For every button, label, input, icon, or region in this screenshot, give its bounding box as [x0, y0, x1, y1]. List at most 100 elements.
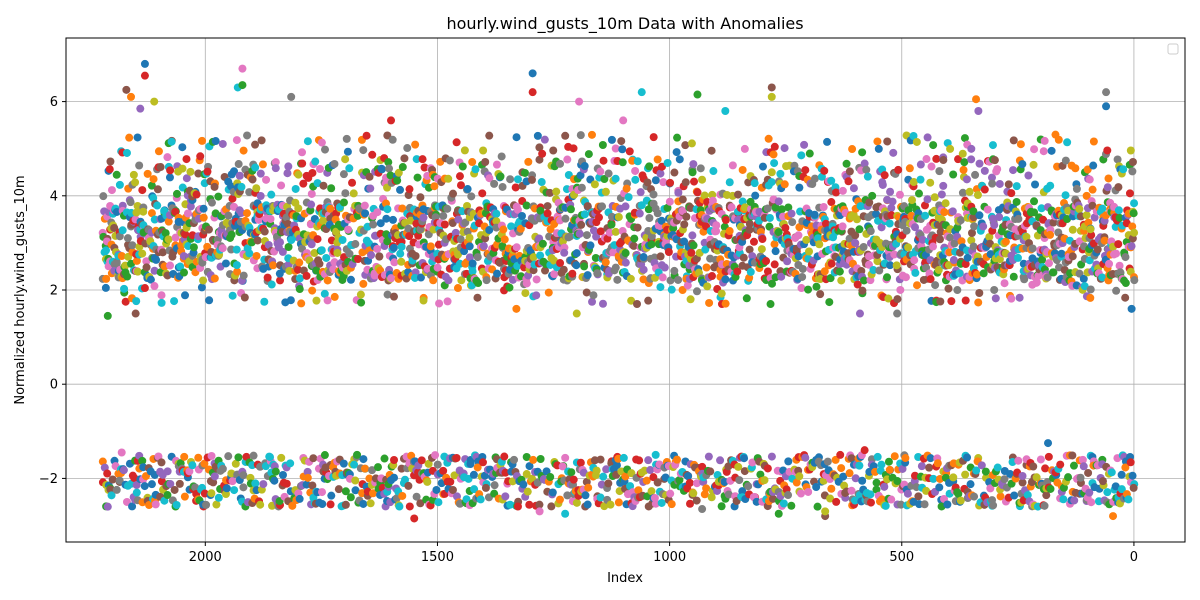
data-point	[357, 298, 366, 307]
data-point	[397, 242, 406, 251]
data-point	[512, 133, 521, 142]
y-tick-label: 6	[50, 95, 58, 110]
outlier-point	[238, 81, 247, 90]
data-point	[365, 172, 374, 181]
data-point	[186, 167, 195, 176]
data-point	[678, 195, 687, 204]
data-point	[740, 144, 749, 153]
data-point	[973, 190, 982, 199]
data-point	[1130, 276, 1139, 285]
data-point	[645, 213, 654, 222]
data-point	[813, 502, 822, 511]
data-point	[443, 204, 452, 213]
data-point	[927, 162, 936, 171]
data-point	[351, 476, 360, 485]
data-point	[653, 155, 662, 164]
data-point	[228, 477, 237, 486]
data-point	[262, 175, 271, 184]
data-point	[525, 221, 534, 230]
data-point	[607, 135, 616, 144]
data-point	[1086, 285, 1095, 294]
data-point	[580, 162, 589, 171]
data-point	[721, 216, 730, 225]
data-point	[835, 267, 844, 276]
data-point	[430, 182, 439, 191]
data-point	[656, 283, 665, 292]
data-point	[397, 257, 406, 266]
data-point	[284, 219, 293, 228]
data-point	[138, 249, 147, 258]
data-point	[987, 173, 996, 182]
data-point	[760, 476, 769, 485]
data-point	[154, 147, 163, 156]
data-point	[1064, 473, 1073, 482]
data-point	[586, 241, 595, 250]
data-point	[367, 251, 376, 260]
data-point	[972, 270, 981, 279]
data-point	[644, 296, 653, 305]
data-point	[672, 455, 681, 464]
data-point	[621, 249, 630, 258]
data-point	[898, 464, 907, 473]
data-point	[1030, 208, 1039, 217]
data-point	[544, 288, 553, 297]
data-point	[1103, 183, 1112, 192]
data-point	[295, 285, 304, 294]
data-point	[971, 170, 980, 179]
data-point	[872, 485, 881, 494]
data-point	[400, 154, 409, 163]
data-point	[896, 285, 905, 294]
data-point	[686, 499, 695, 508]
data-point	[492, 160, 501, 169]
data-point	[708, 190, 717, 199]
data-point	[681, 141, 690, 150]
data-point	[1098, 273, 1107, 282]
data-point	[995, 213, 1004, 222]
data-point	[235, 171, 244, 180]
data-point	[1111, 482, 1120, 491]
data-point	[549, 146, 558, 155]
data-point	[128, 241, 137, 250]
data-point	[617, 137, 626, 146]
data-point	[199, 204, 208, 213]
data-point	[462, 495, 471, 504]
data-point	[153, 185, 162, 194]
data-point	[944, 284, 953, 293]
data-point	[552, 187, 561, 196]
data-point	[914, 492, 923, 501]
data-point	[774, 197, 783, 206]
data-point	[983, 205, 992, 214]
data-point	[101, 283, 110, 292]
data-point	[263, 273, 272, 282]
data-point	[1098, 204, 1107, 213]
outlier-point	[860, 446, 869, 455]
data-point	[603, 234, 612, 243]
data-point	[598, 299, 607, 308]
data-point	[673, 133, 682, 142]
data-point	[993, 165, 1002, 174]
data-point	[1130, 228, 1139, 237]
data-point	[995, 179, 1004, 188]
data-point	[525, 462, 534, 471]
data-point	[527, 175, 536, 184]
data-point	[1040, 136, 1049, 145]
data-point	[394, 168, 403, 177]
data-point	[156, 163, 165, 172]
data-point	[284, 162, 293, 171]
data-point	[988, 179, 997, 188]
data-point	[529, 253, 538, 262]
data-point	[820, 166, 829, 175]
data-point	[492, 209, 501, 218]
data-point	[855, 225, 864, 234]
data-point	[880, 171, 889, 180]
data-point	[886, 261, 895, 270]
data-point	[1082, 211, 1091, 220]
data-point	[665, 197, 674, 206]
data-point	[701, 245, 710, 254]
data-point	[106, 157, 115, 166]
data-point	[1045, 259, 1054, 268]
data-point	[520, 168, 529, 177]
data-point	[291, 184, 300, 193]
data-point	[516, 224, 525, 233]
data-point	[388, 215, 397, 224]
